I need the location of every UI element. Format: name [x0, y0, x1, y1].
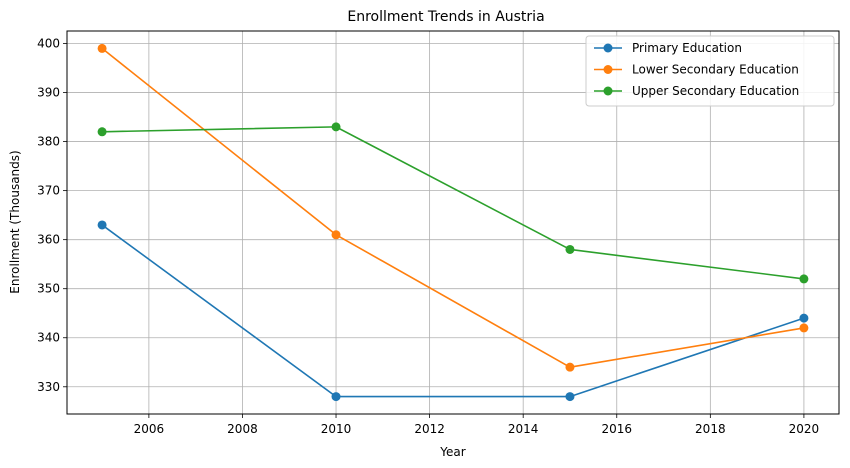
y-axis-label: Enrollment (Thousands) [8, 150, 22, 293]
series-1 [97, 220, 809, 402]
data-point [331, 122, 341, 132]
x-tick-label: 2018 [695, 422, 726, 436]
series-line [102, 126, 805, 280]
series-3 [97, 122, 809, 284]
data-point [799, 313, 809, 323]
chart-title: Enrollment Trends in Austria [347, 9, 544, 25]
x-tick-label: 2020 [789, 422, 820, 436]
data-point [97, 127, 107, 137]
x-axis-ticks: 2006 2008 2010 2012 2014 2016 2018 2020 [134, 414, 820, 436]
legend-item: Lower Secondary Education [594, 63, 799, 77]
legend-item: Primary Education [594, 41, 742, 55]
data-point [97, 220, 107, 230]
x-tick-label: 2014 [508, 422, 539, 436]
legend-marker [603, 86, 613, 96]
series-group [97, 43, 809, 402]
legend-box [585, 35, 835, 107]
x-tick-label: 2016 [601, 422, 632, 436]
series-2 [97, 43, 809, 372]
y-tick-label: 350 [37, 282, 60, 296]
x-tick-label: 2010 [321, 422, 352, 436]
legend-label: Lower Secondary Education [632, 63, 799, 77]
data-point [799, 323, 809, 333]
series-line [101, 224, 805, 398]
y-tick-label: 390 [37, 86, 60, 100]
legend: Primary Education Lower Secondary Educati… [585, 35, 835, 107]
x-tick-label: 2008 [227, 422, 258, 436]
legend-marker [603, 43, 613, 53]
y-tick-label: 340 [37, 331, 60, 345]
x-tick-label: 2006 [134, 422, 165, 436]
data-point [331, 230, 341, 240]
y-tick-label: 360 [37, 233, 60, 247]
legend-marker [603, 65, 613, 74]
y-tick-label: 400 [37, 37, 60, 51]
y-tick-label: 330 [37, 380, 60, 394]
plot-frame [66, 30, 840, 415]
x-axis-label: Year [439, 445, 465, 459]
y-tick-label: 370 [37, 184, 60, 198]
data-point [799, 274, 809, 284]
y-tick-label: 380 [37, 135, 60, 149]
legend-label: Upper Secondary Education [632, 84, 799, 98]
legend-item: Upper Secondary Education [594, 84, 799, 98]
data-point [331, 392, 341, 402]
data-point [97, 43, 107, 53]
legend-label: Primary Education [632, 41, 742, 55]
data-point [565, 244, 575, 254]
series-line [101, 47, 805, 368]
y-axis-ticks: 330 340 350 360 370 380 390 400 [37, 37, 67, 394]
data-point [565, 362, 575, 372]
x-tick-label: 2012 [414, 422, 445, 436]
data-point [565, 392, 575, 402]
